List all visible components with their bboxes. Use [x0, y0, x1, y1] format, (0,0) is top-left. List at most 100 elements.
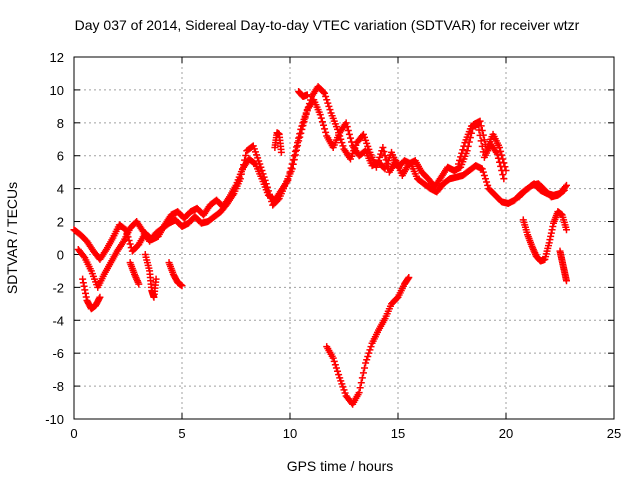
data-point [359, 369, 367, 377]
data-point [242, 151, 250, 159]
data-point [338, 139, 346, 147]
y-tick-label: 12 [50, 50, 64, 65]
data-point [301, 114, 309, 122]
y-tick-label: 6 [57, 149, 64, 164]
data-point [258, 167, 266, 175]
data-point [260, 173, 268, 181]
data-point [405, 273, 413, 281]
data-point [317, 114, 325, 122]
data-point [475, 126, 483, 134]
data-point [321, 125, 329, 133]
data-point [345, 130, 353, 138]
data-point [319, 88, 327, 96]
data-points [70, 83, 570, 408]
data-point [335, 129, 343, 137]
data-point [135, 280, 143, 288]
data-point [474, 120, 482, 128]
data-point [358, 374, 366, 382]
y-tick-label: -2 [52, 280, 64, 295]
data-point [344, 126, 352, 134]
y-tick-label: -6 [52, 346, 64, 361]
data-point [289, 160, 297, 168]
x-tick-label: 0 [70, 426, 77, 441]
data-point [256, 160, 264, 168]
data-point [362, 359, 370, 367]
data-point [361, 364, 369, 372]
data-point [476, 131, 484, 139]
x-tick-label: 10 [283, 426, 297, 441]
data-point [496, 158, 504, 166]
data-point [364, 352, 372, 360]
data-point [355, 389, 363, 397]
data-point [295, 137, 303, 145]
data-point [365, 349, 373, 357]
data-point [121, 225, 129, 233]
data-point [498, 167, 506, 175]
data-point [346, 134, 354, 142]
data-point [376, 153, 384, 161]
data-point [241, 156, 249, 164]
x-tick-label: 25 [607, 426, 621, 441]
data-point [324, 99, 332, 107]
series-upper-branch [454, 120, 508, 183]
data-point [261, 176, 269, 184]
data-point [496, 144, 504, 151]
data-point [330, 357, 338, 365]
x-tick-label: 5 [178, 426, 185, 441]
data-point [322, 92, 330, 100]
data-point [337, 135, 345, 143]
data-point [302, 110, 310, 118]
data-point [334, 367, 342, 375]
data-point [375, 157, 383, 165]
data-point [562, 181, 570, 189]
data-point [303, 107, 311, 115]
series-late-day-trace [515, 180, 568, 201]
data-point [265, 190, 273, 198]
data-point [296, 133, 304, 141]
data-point [292, 146, 300, 154]
series-spike-1 [271, 129, 285, 156]
data-point [373, 160, 381, 168]
series-dip [323, 273, 413, 408]
y-axis-label: SDTVAR / TECUs [4, 182, 20, 294]
data-point [277, 148, 285, 156]
data-point [342, 119, 350, 127]
data-point [380, 148, 388, 156]
data-point [477, 122, 485, 130]
data-point [336, 132, 344, 140]
data-point [325, 102, 333, 110]
data-point [262, 180, 270, 188]
data-point [484, 181, 492, 189]
data-point [481, 175, 489, 183]
series-spike-2 [295, 88, 311, 100]
data-point [290, 156, 298, 164]
data-point [382, 156, 390, 164]
y-tick-label: -4 [52, 313, 64, 328]
data-point [96, 293, 104, 301]
data-point [334, 125, 342, 133]
data-point [457, 153, 465, 161]
data-point [363, 356, 371, 364]
data-point [236, 175, 244, 183]
data-point [326, 106, 334, 114]
plot-frame [73, 56, 615, 420]
data-point [460, 142, 468, 150]
data-point [298, 125, 306, 133]
data-point [237, 170, 245, 178]
y-tick-label: -10 [45, 412, 64, 427]
data-point [322, 128, 330, 136]
data-point [339, 142, 347, 150]
data-point [323, 96, 331, 104]
data-point [494, 154, 502, 162]
data-point [331, 361, 339, 369]
data-point [307, 96, 315, 104]
data-point [357, 379, 365, 387]
data-point [383, 160, 391, 168]
data-point [459, 146, 467, 154]
data-point [332, 364, 340, 372]
data-point [291, 151, 299, 159]
data-point [318, 118, 326, 126]
data-point [319, 121, 327, 129]
data-point [367, 343, 375, 351]
